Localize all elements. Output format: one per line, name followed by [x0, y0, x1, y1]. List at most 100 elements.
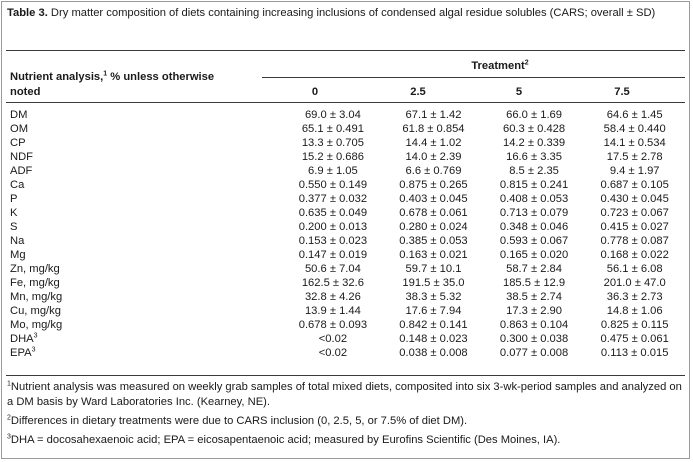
row-label-cell: Cu, mg/kg	[6, 304, 251, 318]
value-cell: 13.9 ± 1.44	[304, 305, 361, 317]
value-cell: 16.6 ± 3.35	[506, 151, 562, 163]
table-row: OM 65.1 ± 0.491 61.8 ± 0.854 60.3 ± 0.428 58…	[6, 122, 685, 136]
value-cell: 61.8 ± 0.854	[402, 123, 465, 135]
row-label-cell: Mg	[6, 248, 251, 262]
table-row: Ca 0.550 ± 0.149 0.875 ± 0.265 0.815 ± 0.24…	[6, 178, 685, 192]
table-row: Zn, mg/kg 50.6 ± 7.04 59.7 ± 10.1 58.7 ± 2.…	[6, 262, 685, 276]
row-label: ADF	[10, 165, 33, 177]
value-cell: 0.200 ± 0.013	[298, 221, 368, 233]
row-footnote-mark: 3	[33, 332, 38, 340]
table-row: P 0.377 ± 0.032 0.403 ± 0.045 0.408 ± 0.053…	[6, 192, 685, 206]
value-cell: 0.875 ± 0.265	[399, 179, 468, 191]
row-label-line1-tail: % unless otherwise	[107, 71, 215, 83]
table-row: S 0.200 ± 0.013 0.280 ± 0.024 0.348 ± 0.046…	[6, 220, 685, 234]
value-cell: 13.3 ± 0.705	[301, 137, 364, 149]
row-label-footnote-mark: 1	[103, 70, 108, 78]
value-cell: 0.168 ± 0.022	[600, 249, 669, 261]
value-cell: 0.377 ± 0.032	[298, 193, 368, 205]
value-cell: 0.077 ± 0.008	[499, 347, 569, 359]
value-cell: 162.5 ± 32.6	[301, 277, 364, 289]
table-row: Cu, mg/kg 13.9 ± 1.44 17.6 ± 7.94 17.3 ± 2.…	[6, 304, 685, 318]
table-row: Fe, mg/kg 162.5 ± 32.6 191.5 ± 35.0 185.5 ±…	[6, 276, 685, 290]
row-label-cell: Mn, mg/kg	[6, 290, 251, 304]
value-cell: 185.5 ± 12.9	[502, 277, 566, 289]
treatment-label: Treatment	[471, 60, 525, 72]
spacer-cell	[251, 122, 282, 136]
row-label: Fe, mg/kg	[10, 277, 60, 289]
value-cell: 0.148 ± 0.023	[399, 333, 468, 345]
value-cell: 0.408 ± 0.053	[499, 193, 569, 205]
footnote-mark: 1	[7, 380, 11, 388]
data-table: DM 69.0 ± 3.04 67.1 ± 1.42 66.0 ± 1.69 64.6 …	[6, 108, 685, 360]
value-cell: 0.403 ± 0.045	[399, 193, 468, 205]
row-label: Mo, mg/kg	[10, 319, 63, 331]
spacer-cell	[251, 290, 282, 304]
value-cell: 65.1 ± 0.491	[301, 123, 364, 135]
value-cell: 0.550 ± 0.149	[298, 179, 368, 191]
row-label: DHA	[10, 333, 34, 345]
row-label: P	[10, 193, 18, 205]
footnote-text: Nutrient analysis was measured on weekly…	[7, 381, 682, 408]
treatment-rule	[262, 77, 685, 78]
value-cell: 0.678 ± 0.061	[399, 207, 468, 219]
row-label-cell: Na	[6, 234, 251, 248]
row-label-cell: S	[6, 220, 251, 234]
column-header-7-5: 7.5	[614, 86, 630, 98]
spacer-cell	[251, 304, 282, 318]
value-cell: 38.5 ± 2.74	[506, 291, 562, 303]
row-label-cell: DM	[6, 108, 251, 122]
value-cell: 0.635 ± 0.049	[298, 207, 368, 219]
row-label-cell: Ca	[6, 178, 251, 192]
row-label: Na	[10, 235, 25, 247]
value-cell: 0.863 ± 0.104	[499, 319, 569, 331]
value-cell: 0.147 ± 0.019	[298, 249, 368, 261]
bottom-rule	[6, 375, 685, 376]
value-cell: 6.9 ± 1.05	[308, 165, 358, 177]
value-cell: 201.0 ± 47.0	[603, 277, 666, 289]
value-cell: 38.3 ± 5.32	[405, 291, 462, 303]
footnote-mark: 2	[7, 414, 11, 422]
row-label-line2: noted	[10, 86, 41, 98]
value-cell: 58.4 ± 0.440	[603, 123, 666, 135]
value-cell: 0.687 ± 0.105	[600, 179, 669, 191]
value-cell: 0.280 ± 0.024	[399, 221, 468, 233]
table-row: Mn, mg/kg 32.8 ± 4.26 38.3 ± 5.32 38.5 ± 2.…	[6, 290, 685, 304]
value-cell: 64.6 ± 1.45	[606, 109, 663, 121]
row-label-cell: CP	[6, 136, 251, 150]
row-label-line1: Nutrient analysis,	[10, 71, 104, 83]
spacer-cell	[251, 332, 282, 346]
spacer-cell	[251, 262, 282, 276]
spacer-cell	[251, 234, 282, 248]
value-cell: 0.153 ± 0.023	[298, 235, 368, 247]
top-rule	[6, 50, 685, 51]
row-label-cell: DHA3	[6, 332, 251, 346]
footnote-text: Differences in dietary treatments were d…	[10, 415, 468, 427]
value-cell: 50.6 ± 7.04	[304, 263, 361, 275]
table-row: NDF 15.2 ± 0.686 14.0 ± 2.39 16.6 ± 3.35 17.…	[6, 150, 685, 164]
header-bottom-rule	[6, 102, 685, 103]
row-label: NDF	[10, 151, 33, 163]
value-cell: 14.2 ± 0.339	[502, 137, 566, 149]
table-title: Dry matter composition of diets containi…	[47, 7, 656, 19]
value-cell: <0.02	[318, 333, 348, 345]
table-caption: Table 3. Dry matter composition of diets…	[7, 6, 683, 21]
row-label: EPA	[10, 347, 32, 359]
data-table-body: DM 69.0 ± 3.04 67.1 ± 1.42 66.0 ± 1.69 64.6 …	[6, 108, 685, 360]
value-cell: 58.7 ± 2.84	[506, 263, 562, 275]
footnote-mark: 3	[7, 433, 11, 441]
row-label-cell: K	[6, 206, 251, 220]
value-cell: 0.475 ± 0.061	[600, 333, 669, 345]
spacer-cell	[251, 108, 282, 122]
value-cell: 0.842 ± 0.141	[399, 319, 468, 331]
row-label-cell: NDF	[6, 150, 251, 164]
row-label: Mg	[10, 249, 26, 261]
value-cell: 191.5 ± 35.0	[402, 277, 465, 289]
value-cell: 0.348 ± 0.046	[499, 221, 569, 233]
column-header-0: 0	[311, 86, 319, 98]
value-cell: 9.4 ± 1.97	[609, 165, 660, 177]
value-cell: 0.678 ± 0.093	[298, 319, 368, 331]
table-row: Mo, mg/kg 0.678 ± 0.093 0.842 ± 0.141 0.863…	[6, 318, 685, 332]
treatment-footnote-mark: 2	[524, 59, 529, 67]
value-cell: 56.1 ± 6.08	[606, 263, 663, 275]
